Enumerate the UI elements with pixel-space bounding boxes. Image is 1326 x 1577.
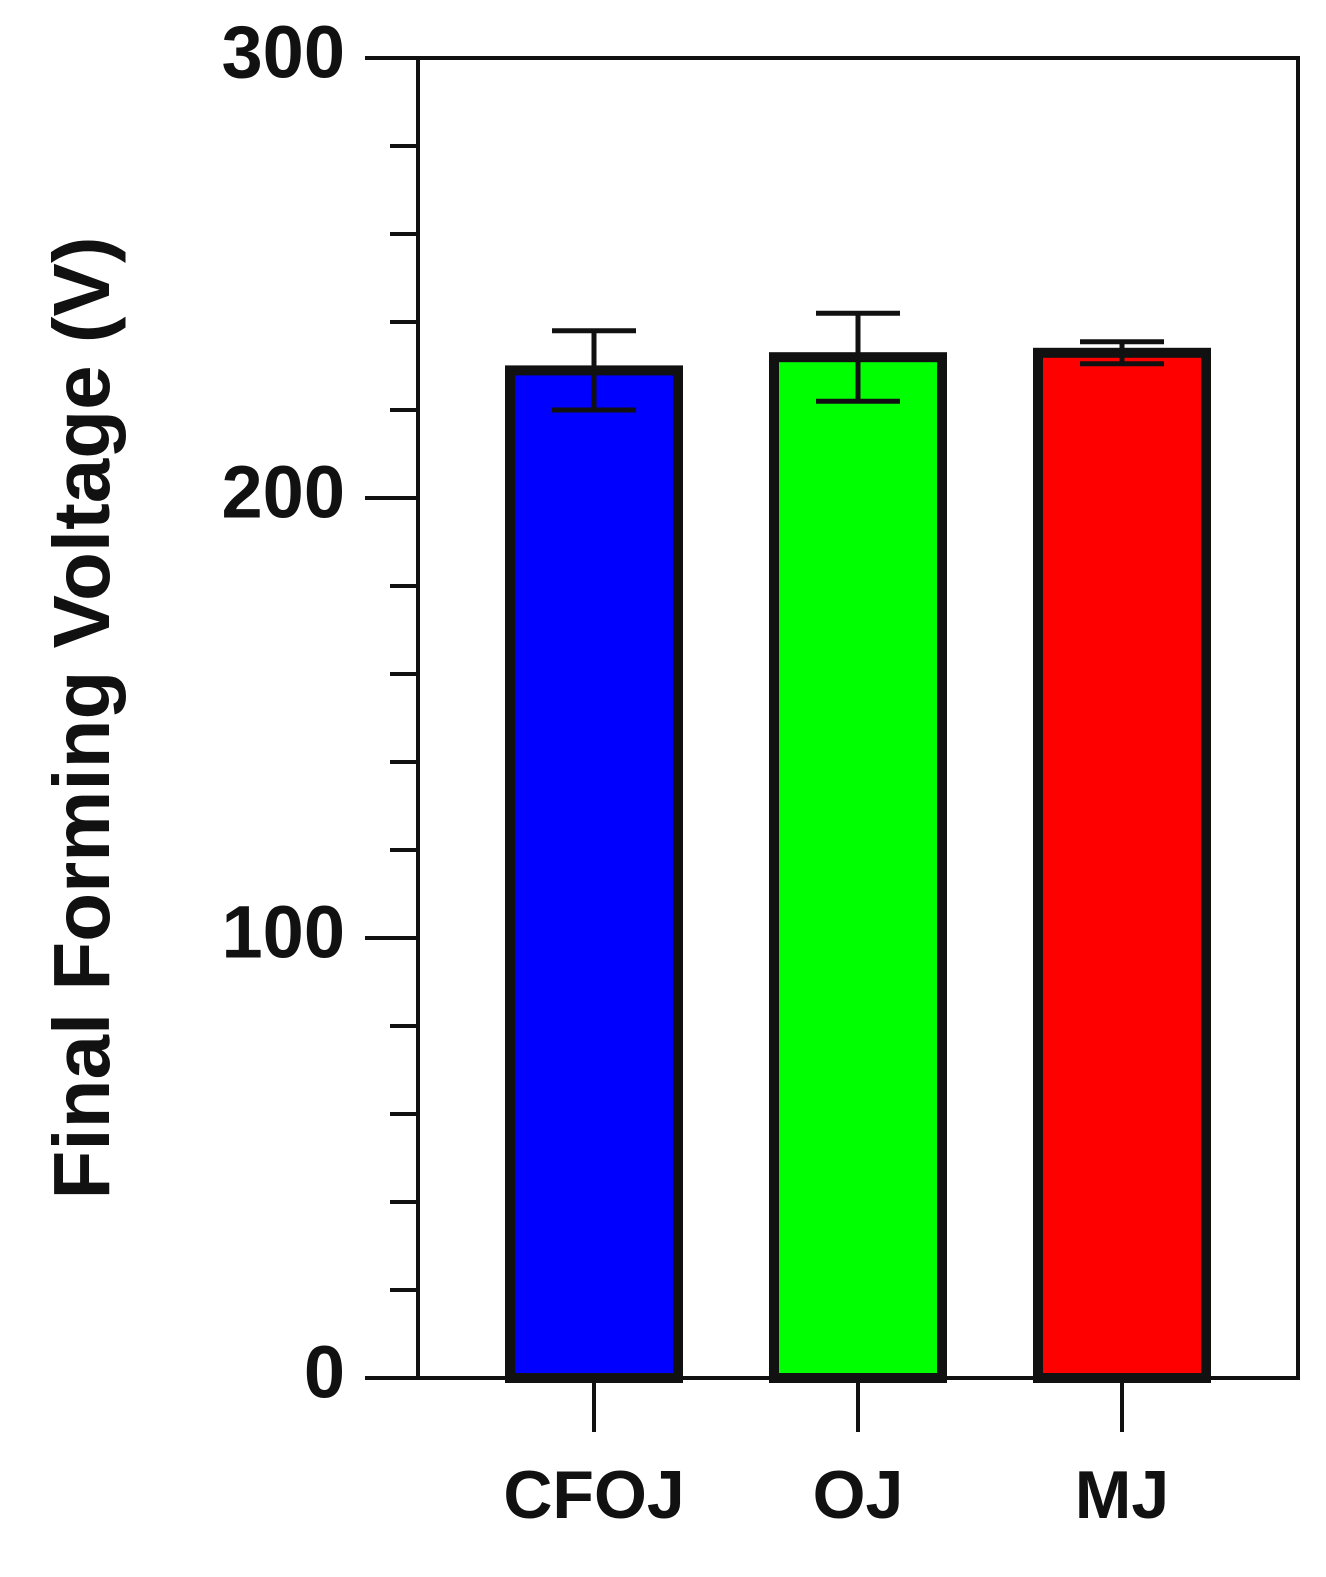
bar [1033,347,1211,1383]
y-tick-label: 0 [304,1331,345,1414]
bar [769,352,947,1383]
y-axis-title: Final Forming Voltage (V) [37,237,126,1200]
x-tick-label: MJ [1075,1457,1169,1533]
x-tick-label: CFOJ [503,1457,684,1533]
bar [505,365,683,1383]
y-tick-label: 300 [222,11,345,94]
y-tick-label: 100 [222,891,345,974]
x-tick-label: OJ [813,1457,904,1533]
y-tick-label: 200 [222,451,345,534]
